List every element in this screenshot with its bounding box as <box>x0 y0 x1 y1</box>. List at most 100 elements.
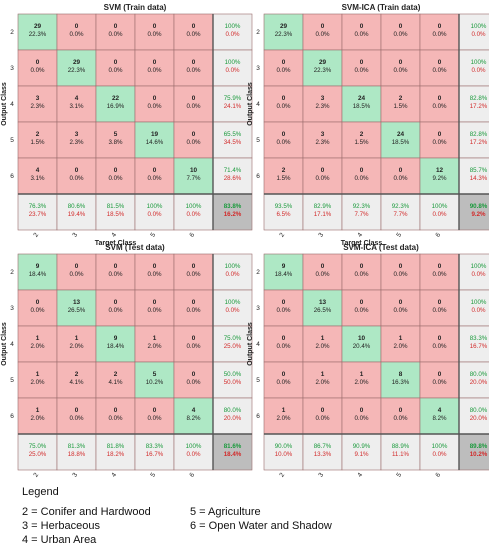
percent-error-label: 0.0% <box>225 307 240 314</box>
percent-error-label: 18.5% <box>107 211 125 218</box>
cell-percent-label: 0.0% <box>108 175 123 182</box>
summary-cell: 75.0%25.0% <box>17 433 58 471</box>
column-tick-label: 6 <box>188 471 196 478</box>
row-tick-label: 2 <box>256 29 260 36</box>
error-cell: 00.0% <box>95 49 136 87</box>
cell-background <box>302 13 343 51</box>
cell-background <box>380 361 421 399</box>
error-cell: 00.0% <box>134 289 175 327</box>
cell-background <box>95 13 136 51</box>
legend-item-2: 2 = Conifer and Hardwood <box>22 506 151 518</box>
cell-percent-label: 1.5% <box>276 175 291 182</box>
summary-cell: 100%0.0% <box>173 193 214 231</box>
error-cell: 00.0% <box>263 85 304 123</box>
percent-correct-label: 81.6% <box>224 443 242 450</box>
count-label: 0 <box>438 335 442 342</box>
count-label: 0 <box>75 407 79 414</box>
count-label: 9 <box>282 263 286 270</box>
cell-background <box>380 85 421 123</box>
summary-cell: 100%0.0% <box>212 253 253 291</box>
cell-percent-label: 9.2% <box>432 175 447 182</box>
cell-percent-label: 3.1% <box>30 175 45 182</box>
count-label: 0 <box>153 407 157 414</box>
error-cell: 12.0% <box>134 325 175 363</box>
count-label: 0 <box>192 371 196 378</box>
count-label: 0 <box>192 23 196 30</box>
percent-error-label: 10.0% <box>275 451 293 458</box>
percent-error-label: 25.0% <box>224 343 242 350</box>
cell-percent-label: 0.0% <box>69 415 84 422</box>
row-tick-label: 3 <box>10 305 14 312</box>
cell-percent-label: 2.3% <box>30 103 45 110</box>
percent-correct-label: 100% <box>186 203 202 210</box>
count-label: 0 <box>282 371 286 378</box>
correct-cell: 129.2% <box>419 157 460 195</box>
cell-percent-label: 0.0% <box>276 307 291 314</box>
count-label: 0 <box>192 299 196 306</box>
cell-background <box>17 361 58 399</box>
error-cell: 00.0% <box>56 253 97 291</box>
row-tick-label: 5 <box>256 137 260 144</box>
cell-background <box>302 361 343 399</box>
cell-background <box>263 325 304 363</box>
summary-cell: 65.5%34.5% <box>212 121 253 159</box>
cell-background <box>419 397 460 435</box>
summary-cell: 100%0.0% <box>419 433 460 471</box>
row-tick-label: 6 <box>256 413 260 420</box>
percent-error-label: 7.7% <box>393 211 408 218</box>
percent-correct-label: 82.8% <box>470 95 488 102</box>
cell-background <box>380 157 421 195</box>
summary-cell: 50.0%50.0% <box>212 361 253 399</box>
percent-correct-label: 50.0% <box>224 371 242 378</box>
error-cell: 00.0% <box>419 49 460 87</box>
error-cell: 00.0% <box>173 289 214 327</box>
correct-cell: 510.2% <box>134 361 175 399</box>
error-cell: 12.0% <box>341 361 382 399</box>
count-label: 2 <box>75 371 79 378</box>
percent-error-label: 0.0% <box>147 211 162 218</box>
cell-percent-label: 0.0% <box>315 31 330 38</box>
error-cell: 12.0% <box>17 325 58 363</box>
error-cell: 00.0% <box>173 361 214 399</box>
error-cell: 00.0% <box>173 13 214 51</box>
cell-percent-label: 0.0% <box>186 307 201 314</box>
count-label: 0 <box>438 371 442 378</box>
count-label: 1 <box>36 335 40 342</box>
count-label: 0 <box>399 299 403 306</box>
cell-background <box>95 121 136 159</box>
summary-cell: 81.5%18.5% <box>95 193 136 231</box>
count-label: 3 <box>321 131 325 138</box>
percent-correct-label: 100% <box>471 23 487 30</box>
cell-percent-label: 8.2% <box>186 415 201 422</box>
cell-percent-label: 0.0% <box>108 415 123 422</box>
correct-cell: 107.7% <box>173 157 214 195</box>
cell-percent-label: 0.0% <box>147 271 162 278</box>
column-tick-label: 6 <box>434 471 442 478</box>
percent-error-label: 16.2% <box>224 211 242 218</box>
row-tick-label: 3 <box>10 65 14 72</box>
cell-background <box>302 49 343 87</box>
cell-background <box>56 13 97 51</box>
cell-percent-label: 0.0% <box>276 343 291 350</box>
column-tick-label: 6 <box>188 231 196 238</box>
cell-percent-label: 0.0% <box>432 343 447 350</box>
summary-cell: 82.8%17.2% <box>458 121 489 159</box>
y-axis-label: Output Class <box>1 322 8 366</box>
percent-correct-label: 90.9% <box>353 443 371 450</box>
cell-percent-label: 0.0% <box>186 31 201 38</box>
percent-error-label: 0.0% <box>225 271 240 278</box>
count-label: 1 <box>399 335 403 342</box>
count-label: 1 <box>360 371 364 378</box>
correct-cell: 918.4% <box>263 253 304 291</box>
error-cell: 00.0% <box>419 13 460 51</box>
cell-background <box>212 157 253 195</box>
count-label: 4 <box>36 167 40 174</box>
count-label: 0 <box>321 263 325 270</box>
percent-error-label: 7.7% <box>354 211 369 218</box>
row-tick-label: 6 <box>10 413 14 420</box>
cell-background <box>173 361 214 399</box>
cell-background <box>17 397 58 435</box>
count-label: 0 <box>438 263 442 270</box>
